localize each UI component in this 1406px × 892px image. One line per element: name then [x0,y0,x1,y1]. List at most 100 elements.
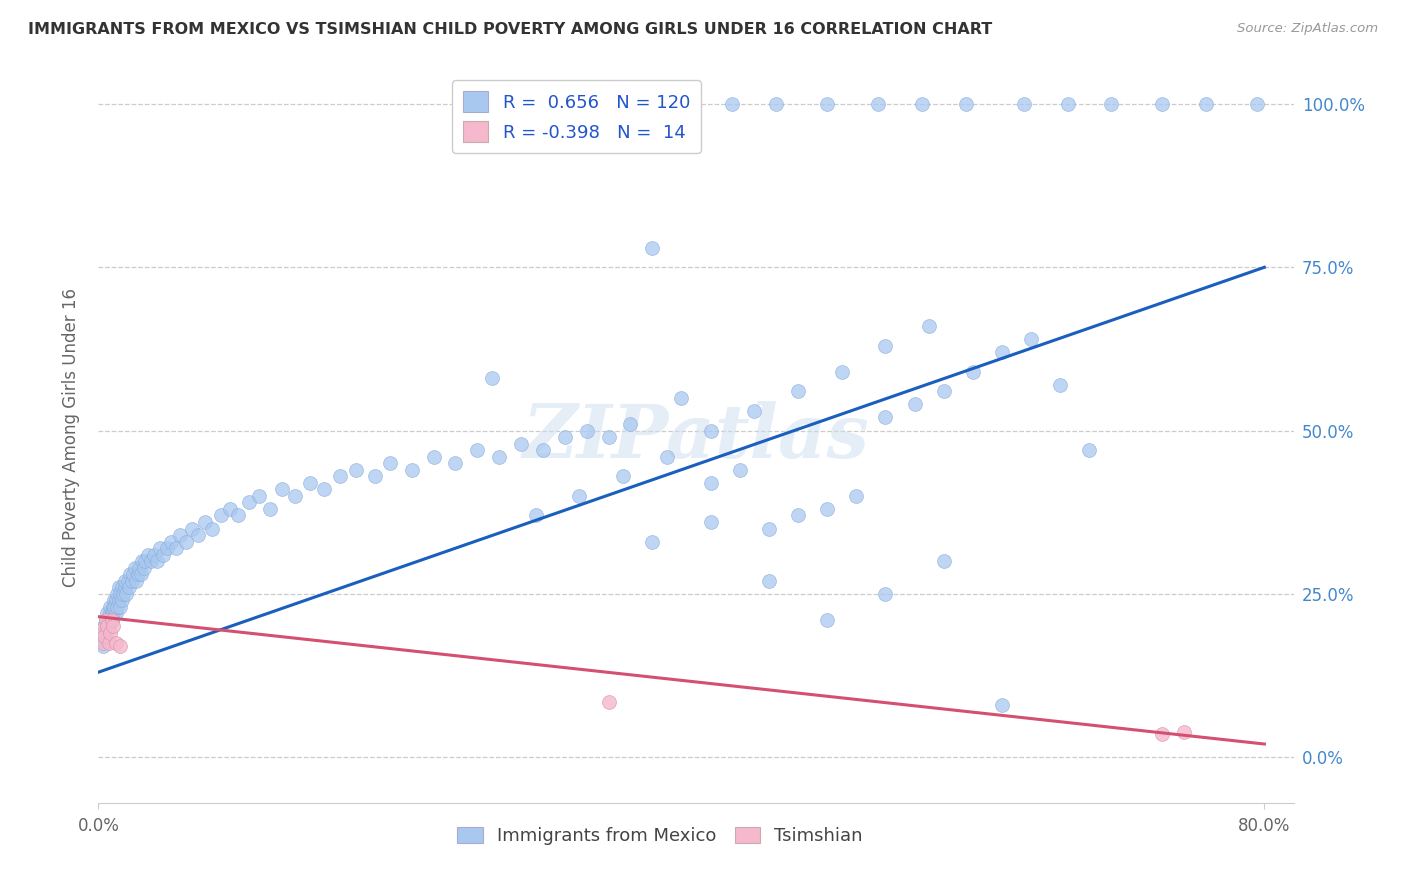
Point [641,534,664,549]
Point [142,548,165,562]
Point [831,365,853,379]
Point [815,613,838,627]
Point [1019,332,1042,346]
Point [103,593,125,607]
Point [612,469,634,483]
Point [918,319,941,334]
Text: ZIPatlas: ZIPatlas [523,401,869,474]
Point [699,515,721,529]
Point [98,607,121,621]
Point [1246,97,1268,112]
Point [401,463,423,477]
Point [97,613,120,627]
Point [100,613,122,627]
Point [117,574,139,588]
Point [209,508,232,523]
Point [120,567,142,582]
Point [575,424,598,438]
Point [247,489,270,503]
Point [1173,725,1195,739]
Point [111,593,134,607]
Point [238,495,260,509]
Point [91,639,114,653]
Point [845,489,868,503]
Point [284,489,307,503]
Point [699,424,721,438]
Point [787,384,810,399]
Point [105,587,128,601]
Point [728,463,751,477]
Point [136,548,159,562]
Point [127,567,149,582]
Point [152,548,174,562]
Point [991,345,1014,359]
Text: Source: ZipAtlas.com: Source: ZipAtlas.com [1237,22,1378,36]
Point [94,626,117,640]
Legend: Immigrants from Mexico, Tsimshian: Immigrants from Mexico, Tsimshian [450,820,870,852]
Point [742,404,765,418]
Point [97,636,120,650]
Point [169,528,191,542]
Point [329,469,352,483]
Point [314,483,336,497]
Point [1099,97,1122,112]
Point [619,417,641,431]
Point [94,613,117,627]
Point [101,607,124,621]
Point [129,567,152,582]
Point [96,619,118,633]
Point [91,626,114,640]
Point [815,502,838,516]
Point [115,587,138,601]
Point [180,521,202,535]
Point [531,443,554,458]
Point [160,534,183,549]
Point [875,410,897,425]
Point [98,599,121,614]
Point [93,629,115,643]
Point [765,97,787,112]
Point [201,521,224,535]
Point [815,97,838,112]
Point [932,554,955,568]
Point [121,574,143,588]
Point [104,636,127,650]
Point [101,619,124,633]
Point [1152,727,1174,741]
Point [488,450,510,464]
Point [344,463,367,477]
Point [194,515,217,529]
Point [131,554,153,568]
Point [962,365,984,379]
Point [671,391,693,405]
Point [90,632,112,647]
Point [122,567,145,582]
Point [228,508,250,523]
Point [1049,377,1071,392]
Point [422,450,444,464]
Point [139,554,162,568]
Point [94,613,117,627]
Point [108,593,131,607]
Point [110,639,132,653]
Point [105,599,128,614]
Point [932,384,955,399]
Point [125,574,148,588]
Point [112,587,135,601]
Point [218,502,240,516]
Point [114,574,136,588]
Point [758,574,780,588]
Y-axis label: Child Poverty Among Girls Under 16: Child Poverty Among Girls Under 16 [62,287,80,587]
Point [598,430,620,444]
Point [111,580,134,594]
Point [118,580,141,594]
Point [655,450,678,464]
Point [114,580,136,594]
Point [145,554,167,568]
Point [100,607,122,621]
Point [903,397,925,411]
Point [186,528,208,542]
Point [104,593,127,607]
Point [90,623,112,637]
Point [467,443,489,458]
